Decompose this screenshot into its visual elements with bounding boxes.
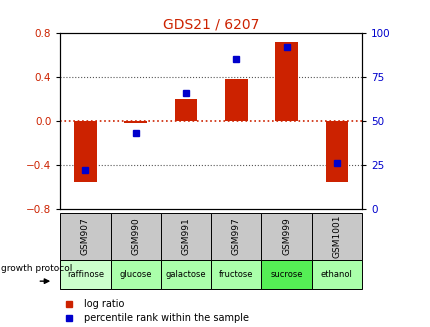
Bar xyxy=(261,260,311,289)
Bar xyxy=(174,99,197,121)
Bar xyxy=(275,42,297,121)
Bar xyxy=(311,260,361,289)
Text: log ratio: log ratio xyxy=(84,299,125,309)
Text: growth protocol: growth protocol xyxy=(1,264,72,273)
Title: GDS21 / 6207: GDS21 / 6207 xyxy=(163,18,259,31)
Bar xyxy=(60,260,111,289)
Bar xyxy=(160,213,211,260)
Bar xyxy=(124,121,147,123)
Bar xyxy=(224,79,247,121)
Text: GSM907: GSM907 xyxy=(81,217,90,255)
Text: percentile rank within the sample: percentile rank within the sample xyxy=(84,313,249,323)
Bar xyxy=(325,121,347,182)
Bar xyxy=(160,260,211,289)
Text: glucose: glucose xyxy=(119,270,152,279)
Bar xyxy=(111,213,160,260)
Text: GSM991: GSM991 xyxy=(181,217,190,255)
Bar xyxy=(74,121,97,182)
Bar xyxy=(111,260,160,289)
Text: ethanol: ethanol xyxy=(320,270,352,279)
Text: GSM999: GSM999 xyxy=(282,217,290,255)
Bar xyxy=(261,213,311,260)
Text: GSM990: GSM990 xyxy=(131,217,140,255)
Bar xyxy=(60,213,111,260)
Text: sucrose: sucrose xyxy=(270,270,302,279)
Text: fructose: fructose xyxy=(218,270,253,279)
Text: galactose: galactose xyxy=(166,270,206,279)
Text: GSM1001: GSM1001 xyxy=(332,215,341,258)
Text: GSM997: GSM997 xyxy=(231,217,240,255)
Bar xyxy=(211,213,261,260)
Bar xyxy=(211,260,261,289)
Bar xyxy=(311,213,361,260)
Text: raffinose: raffinose xyxy=(67,270,104,279)
